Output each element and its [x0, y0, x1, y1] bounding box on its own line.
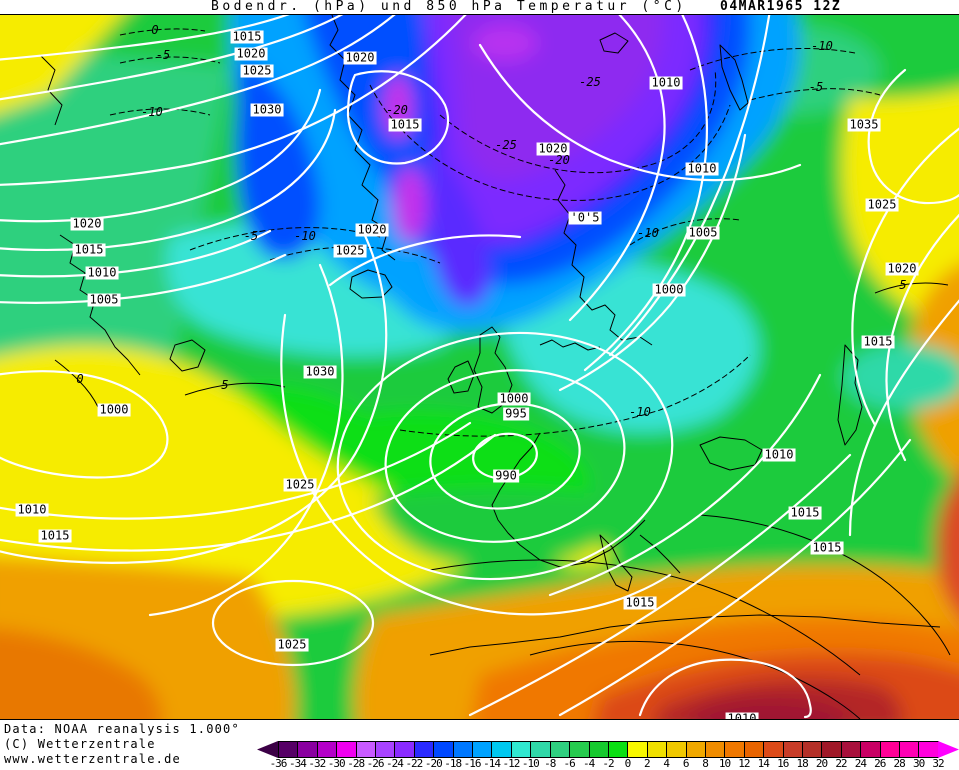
legend-tick-label: -26 — [366, 757, 385, 770]
legend-tick-label: 14 — [757, 757, 770, 770]
credit-copyright: (C) Wetterzentrale — [4, 737, 156, 751]
legend-tick-label: 24 — [854, 757, 867, 770]
legend-color-box — [355, 741, 376, 758]
scale-arrow-right-icon — [938, 741, 959, 758]
legend-color-box — [704, 741, 725, 758]
legend-tick-label: 22 — [835, 757, 847, 770]
legend-tick-label: 18 — [796, 757, 808, 770]
legend-color-box — [801, 741, 822, 758]
temperature-field — [0, 15, 959, 719]
legend-tick-label: -14 — [483, 757, 501, 770]
legend-tick-label: -22 — [405, 757, 423, 770]
scale-color-boxes — [278, 741, 939, 758]
legend-color-box — [724, 741, 744, 758]
credit-website: www.wetterzentrale.de — [4, 752, 181, 766]
credits: Data: NOAA reanalysis 1.000° (C) Wetterz… — [4, 722, 240, 767]
legend-color-box — [821, 741, 841, 758]
map-title: Bodendr. (hPa) und 850 hPa Temperatur (°… — [211, 0, 687, 14]
legend-color-box — [685, 741, 705, 758]
weather-map-image — [0, 15, 959, 719]
legend-color-box — [491, 741, 511, 758]
legend-tick-label: -24 — [386, 757, 404, 770]
legend-color-box — [549, 741, 570, 758]
legend-color-box — [782, 741, 802, 758]
legend-tick-label: -20 — [424, 757, 443, 770]
legend-color-box — [530, 741, 550, 758]
map-datetime: 04MAR1965 12Z — [720, 0, 842, 14]
legend-tick-label: 16 — [777, 757, 789, 770]
footer-bar: Data: NOAA reanalysis 1.000° (C) Wetterz… — [0, 719, 959, 770]
legend-tick-label: -12 — [502, 757, 521, 770]
legend-tick-label: 2 — [644, 757, 651, 770]
legend-color-box — [569, 741, 589, 758]
legend-tick-label: 10 — [718, 757, 731, 770]
legend-color-box — [375, 741, 395, 758]
legend-tick-label: -30 — [327, 757, 346, 770]
legend-tick-label: 0 — [624, 757, 632, 770]
legend-tick-label: 28 — [893, 757, 906, 770]
temperature-color-scale: -36 -34 -32 -30 -28 -26 -24 -22 -20 -18 -16 -14 -12-… — [257, 740, 959, 770]
legend-tick-label: 4 — [663, 757, 670, 770]
title-bar: Bodendr. (hPa) und 850 hPa Temperatur (°… — [0, 0, 959, 15]
legend-tick-label: -18 — [444, 757, 462, 770]
legend-color-box — [879, 741, 899, 758]
isobar-contours — [0, 15, 959, 719]
legend-color-box — [588, 741, 608, 758]
legend-tick-label: 12 — [738, 757, 750, 770]
legend-tick-label: 6 — [682, 757, 690, 770]
legend-color-box — [918, 741, 939, 758]
legend-tick-label: -8 — [544, 757, 556, 770]
legend-color-box — [433, 741, 453, 758]
legend-tick-label: -36 — [269, 757, 288, 770]
legend-color-box — [860, 741, 880, 758]
legend-tick-label: -4 — [582, 757, 595, 770]
legend-tick-label: 8 — [702, 757, 709, 770]
legend-color-box — [646, 741, 667, 758]
legend-color-box — [452, 741, 473, 758]
legend-tick-label: -32 — [308, 757, 326, 770]
legend-color-box — [899, 741, 919, 758]
temperature-contours — [54, 28, 951, 719]
legend-color-box — [763, 741, 783, 758]
legend-tick-label: -10 — [521, 757, 540, 770]
legend-tick-label: 26 — [874, 757, 886, 770]
legend-color-box — [297, 741, 317, 758]
legend-color-box — [743, 741, 764, 758]
legend-color-box — [472, 741, 492, 758]
legend-tick-label: 30 — [912, 757, 925, 770]
legend-color-box — [394, 741, 414, 758]
legend-tick-label: -16 — [463, 757, 482, 770]
map-canvas: 1015 1020 1025 1030 1020 1015 1020 1010 1010 1005… — [0, 15, 959, 719]
legend-tick-label: 20 — [815, 757, 828, 770]
legend-color-box — [336, 741, 356, 758]
legend-color-box — [510, 741, 531, 758]
legend-color-box — [607, 741, 628, 758]
legend-color-box — [413, 741, 434, 758]
legend-tick-label: -6 — [563, 757, 576, 770]
legend-tick-label: -2 — [602, 757, 614, 770]
scale-arrow-left-icon — [257, 741, 278, 758]
legend-tick-label: 32 — [932, 757, 944, 770]
legend-color-box — [840, 741, 861, 758]
legend-tick-label: -34 — [288, 757, 307, 770]
legend-color-box — [278, 741, 298, 758]
legend-color-box — [316, 741, 337, 758]
credit-data-source: Data: NOAA reanalysis 1.000° — [4, 722, 240, 736]
legend-color-box — [666, 741, 686, 758]
legend-tick-label: -28 — [347, 757, 365, 770]
legend-color-box — [627, 741, 647, 758]
